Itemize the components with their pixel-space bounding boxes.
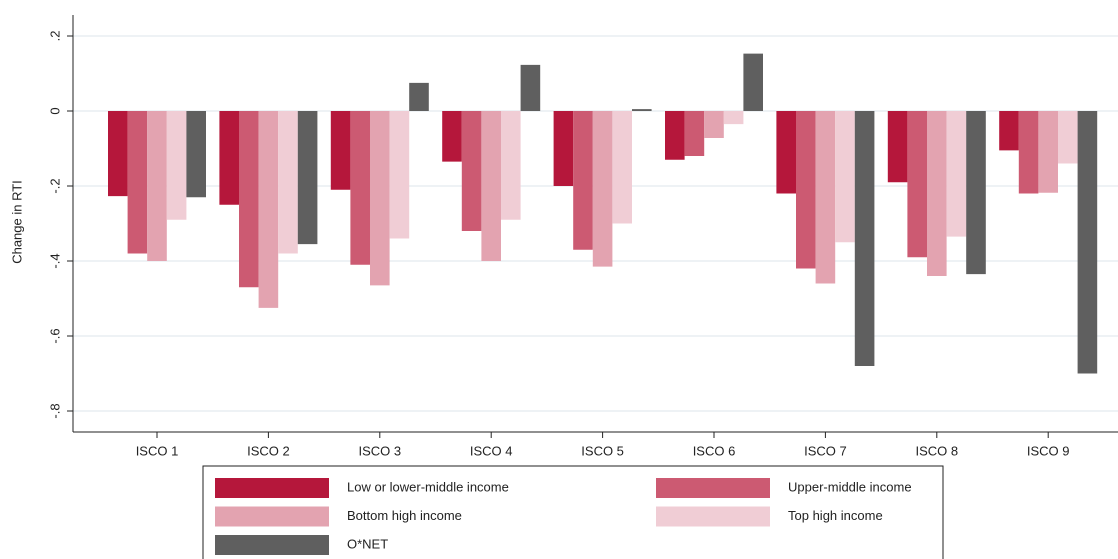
bar <box>1018 111 1039 194</box>
bar <box>743 53 763 111</box>
y-tick-label: -.2 <box>47 178 62 193</box>
bar <box>330 111 351 190</box>
y-tick-label: -.8 <box>47 403 62 418</box>
x-tick-label: ISCO 6 <box>693 443 736 458</box>
x-tick-label: ISCO 4 <box>470 443 513 458</box>
bar <box>219 111 239 205</box>
bar <box>723 111 744 125</box>
x-tick-label: ISCO 2 <box>247 443 290 458</box>
legend-swatch <box>215 506 329 527</box>
bar <box>854 111 875 366</box>
bar <box>612 111 632 224</box>
bar <box>442 111 462 162</box>
bar <box>684 111 705 156</box>
bar <box>632 109 652 111</box>
legend-swatch <box>656 506 770 527</box>
legend-label: Bottom high income <box>347 508 462 523</box>
legend-label: Low or lower-middle income <box>347 479 509 494</box>
bar <box>147 111 167 261</box>
legend-swatch <box>215 478 329 498</box>
bar <box>409 82 429 111</box>
bar <box>776 111 796 194</box>
bar <box>127 111 148 254</box>
bar <box>278 111 298 254</box>
bar <box>966 111 986 275</box>
bar <box>1038 111 1058 193</box>
bar <box>108 111 128 197</box>
bar <box>665 111 685 160</box>
x-tick-label: ISCO 1 <box>136 443 179 458</box>
bar <box>573 111 593 250</box>
legend-swatch <box>656 478 770 498</box>
bar <box>907 111 927 258</box>
bar <box>887 111 908 183</box>
bar <box>553 111 574 186</box>
x-tick-label: ISCO 7 <box>804 443 847 458</box>
legend-swatch <box>215 535 329 555</box>
legend-label: Top high income <box>788 508 883 523</box>
y-tick-label: 0 <box>47 107 62 114</box>
bar <box>166 111 187 220</box>
bar <box>481 111 501 261</box>
bar <box>592 111 613 267</box>
x-tick-label: ISCO 9 <box>1027 443 1070 458</box>
x-tick-label: ISCO 8 <box>915 443 958 458</box>
bar <box>835 111 855 243</box>
bar <box>704 111 724 138</box>
bar <box>946 111 967 237</box>
y-tick-label: -.6 <box>47 328 62 343</box>
bar <box>297 111 318 245</box>
x-tick-label: ISCO 5 <box>581 443 624 458</box>
y-axis-title: Change in RTI <box>9 180 24 264</box>
bar <box>1077 111 1098 374</box>
bar <box>461 111 482 231</box>
bar <box>1058 111 1078 164</box>
legend-label: Upper-middle income <box>788 479 912 494</box>
x-tick-label: ISCO 3 <box>358 443 401 458</box>
bar <box>239 111 259 288</box>
bar <box>927 111 947 276</box>
y-tick-label: .2 <box>47 31 62 42</box>
legend-box <box>202 465 944 559</box>
bar <box>258 111 279 308</box>
bar <box>501 111 521 220</box>
legend-label: O*NET <box>347 536 388 551</box>
bar <box>186 111 206 198</box>
bar <box>796 111 816 269</box>
bar <box>370 111 390 286</box>
bar <box>520 64 541 111</box>
bar <box>350 111 370 265</box>
bar <box>815 111 836 284</box>
bar <box>389 111 410 239</box>
bar <box>999 111 1019 151</box>
y-tick-label: -.4 <box>47 253 62 268</box>
